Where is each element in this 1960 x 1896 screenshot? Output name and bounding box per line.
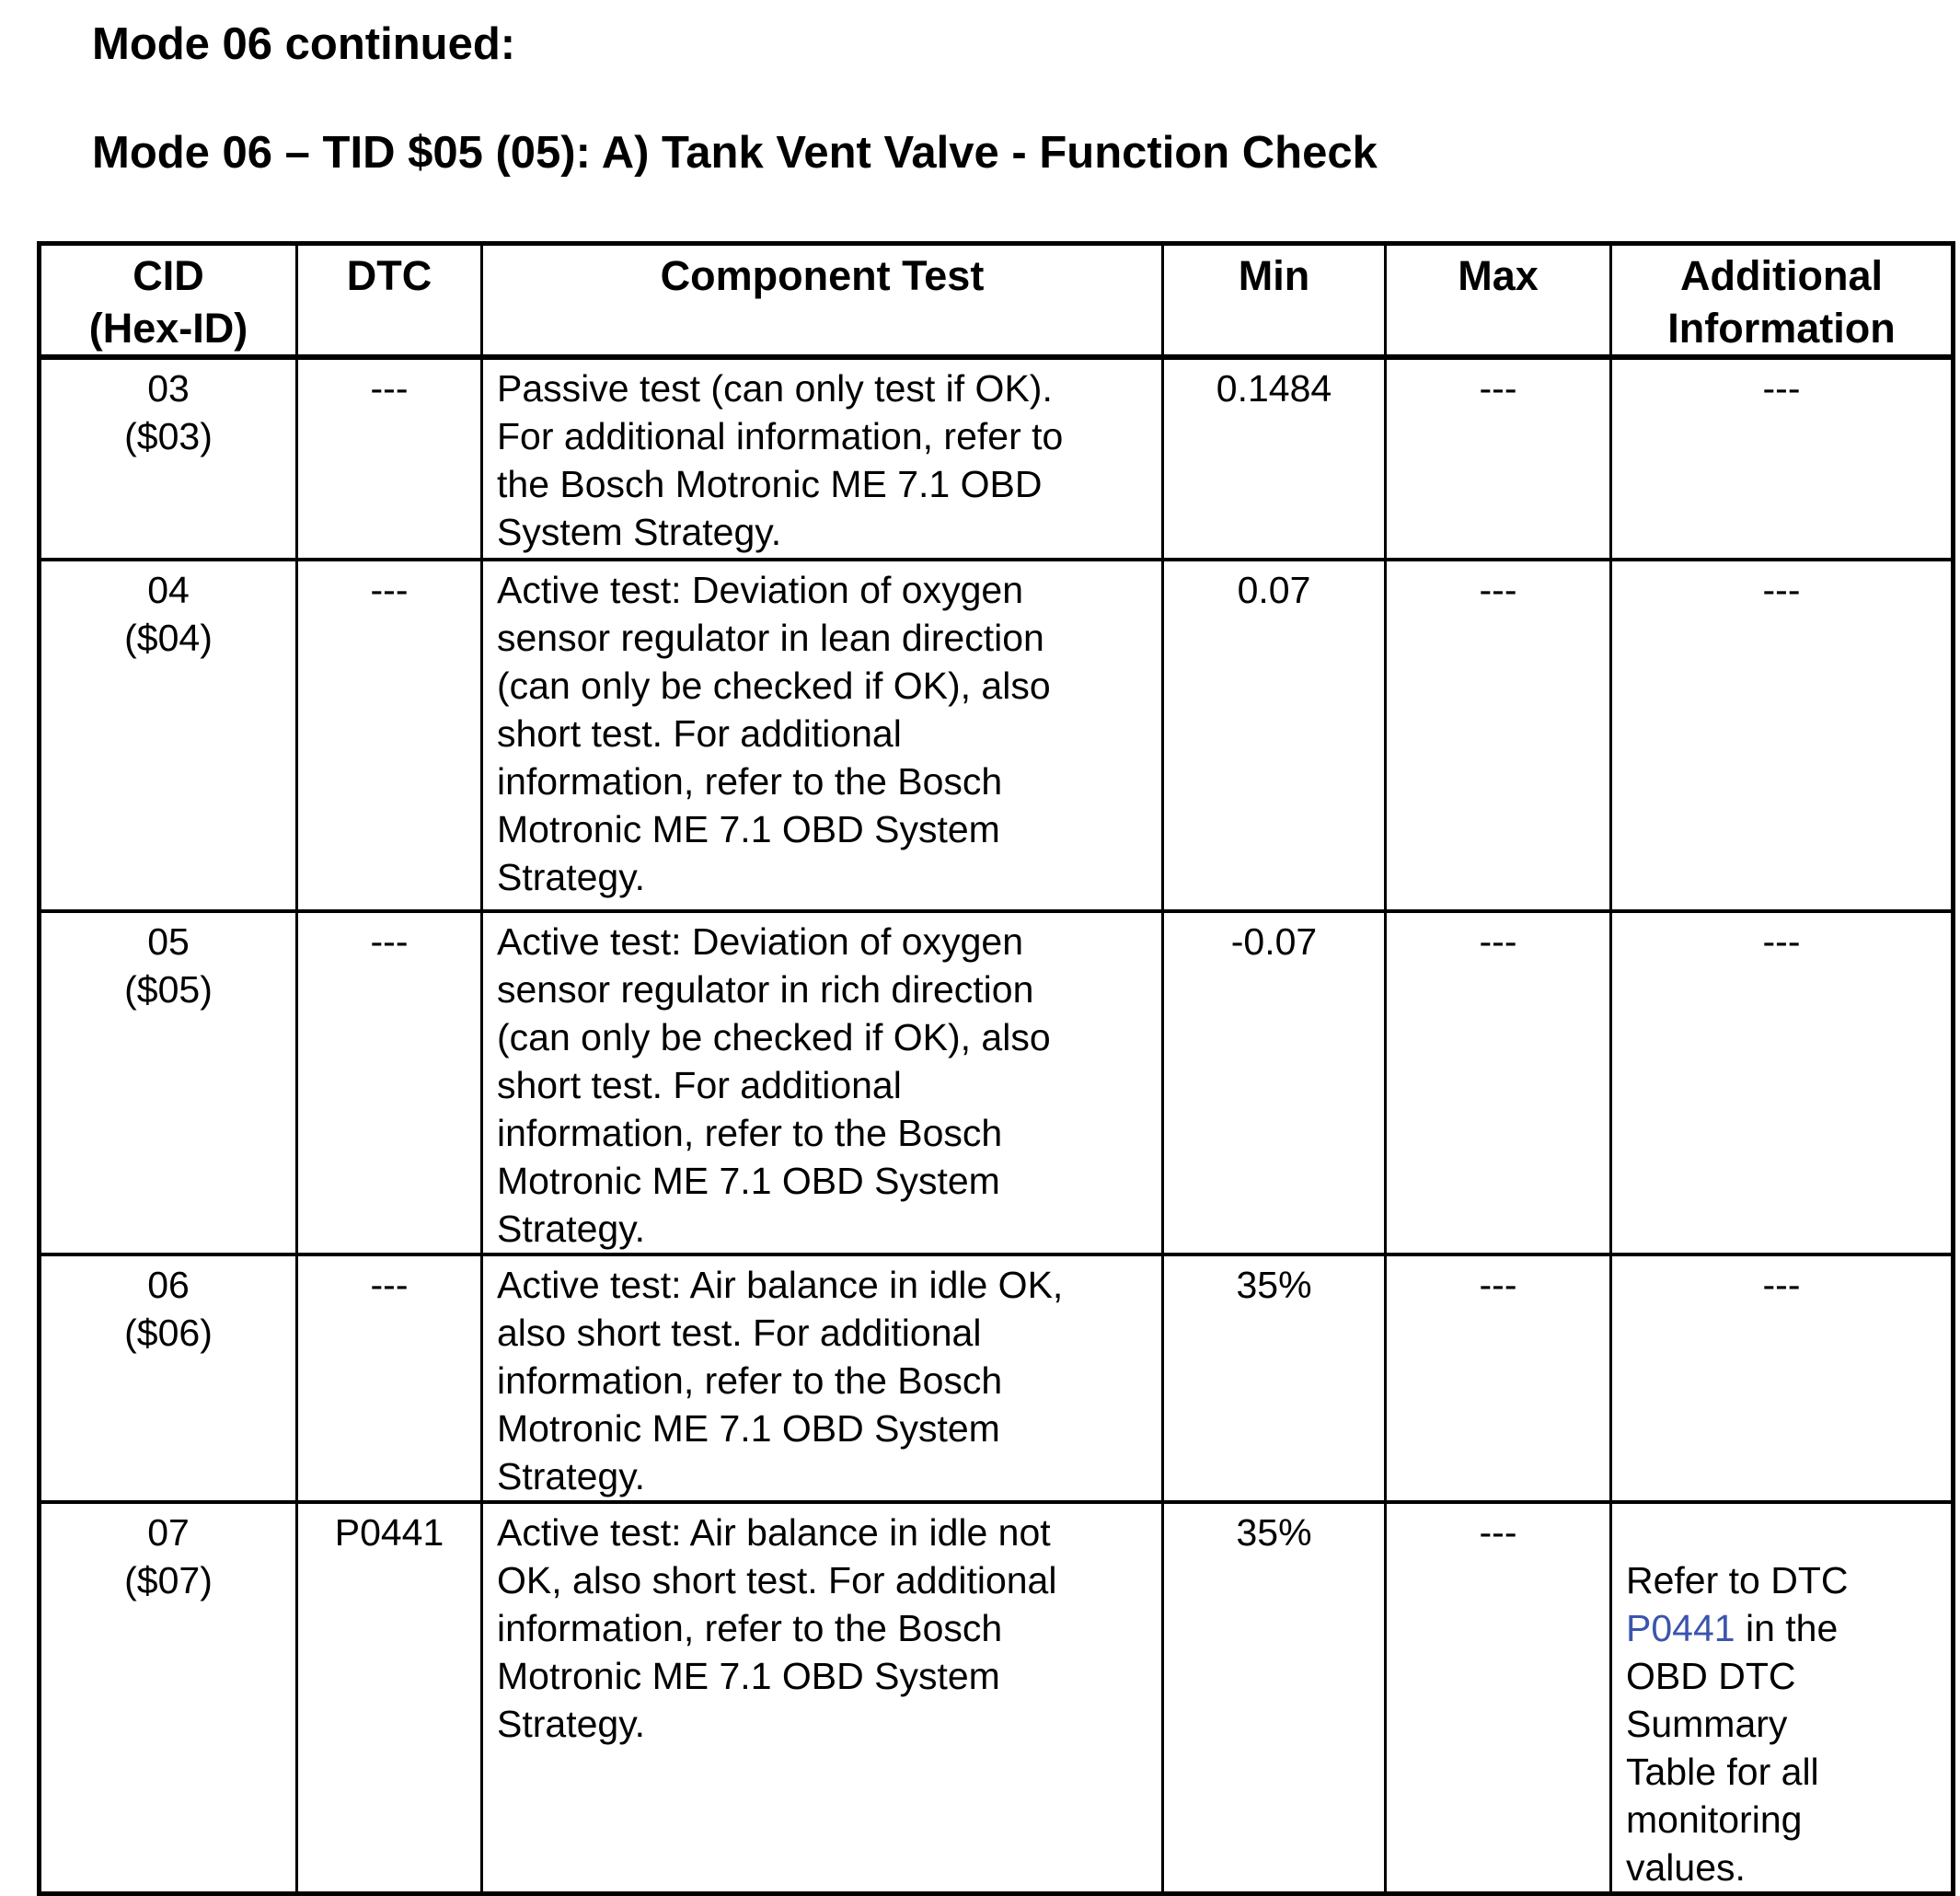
table-row-cid-07: 07 ($07) P0441 Active test: Air balance … xyxy=(38,1500,1954,1895)
mode06-tid05-table: CID (Hex-ID) DTC Component Test Min Max … xyxy=(37,241,1955,1896)
table-header-row: CID (Hex-ID) DTC Component Test Min Max … xyxy=(38,242,1954,360)
table-row-cid-06: 06 ($06) --- Active test: Air balance in… xyxy=(38,1253,1954,1504)
cell-cid: 04 ($04) xyxy=(38,558,298,913)
column-header-min: Min xyxy=(1161,242,1387,360)
table-row-cid-03: 03 ($03) --- Passive test (can only test… xyxy=(38,355,1954,561)
cell-min: 35% xyxy=(1161,1253,1387,1504)
table-row-cid-05: 05 ($05) --- Active test: Deviation of o… xyxy=(38,909,1954,1256)
cell-cid: 07 ($07) xyxy=(38,1500,298,1895)
cell-component-test: Passive test (can only test if OK). For … xyxy=(480,355,1164,561)
dtc-p0441-link[interactable]: P0441 xyxy=(1626,1607,1735,1649)
cell-dtc: P0441 xyxy=(295,1500,483,1895)
cell-dtc: --- xyxy=(295,355,483,561)
cell-cid: 06 ($06) xyxy=(38,1253,298,1504)
table-row-cid-04: 04 ($04) --- Active test: Deviation of o… xyxy=(38,558,1954,913)
column-header-additional-information: Additional Information xyxy=(1609,242,1954,360)
cell-dtc: --- xyxy=(295,1253,483,1504)
additional-info-text: Refer to DTC xyxy=(1626,1559,1849,1601)
column-header-component-test: Component Test xyxy=(480,242,1164,360)
cell-additional-info: --- xyxy=(1609,558,1954,913)
cell-component-test: Active test: Air balance in idle not OK,… xyxy=(480,1500,1164,1895)
cell-dtc: --- xyxy=(295,558,483,913)
cell-max: --- xyxy=(1384,1253,1612,1504)
cell-component-test: Active test: Deviation of oxygen sensor … xyxy=(480,909,1164,1256)
cell-max: --- xyxy=(1384,558,1612,913)
cell-min: -0.07 xyxy=(1161,909,1387,1256)
column-header-cid: CID (Hex-ID) xyxy=(38,242,298,360)
cell-max: --- xyxy=(1384,355,1612,561)
section-title: Mode 06 – TID $05 (05): A) Tank Vent Val… xyxy=(92,128,1378,178)
cell-min: 0.07 xyxy=(1161,558,1387,913)
cell-additional-info: --- xyxy=(1609,1253,1954,1504)
cell-min: 35% xyxy=(1161,1500,1387,1895)
cell-cid: 05 ($05) xyxy=(38,909,298,1256)
cell-additional-info: Refer to DTC P0441 in the OBD DTC Summar… xyxy=(1609,1500,1954,1895)
cell-max: --- xyxy=(1384,1500,1612,1895)
column-header-dtc: DTC xyxy=(295,242,483,360)
cell-cid: 03 ($03) xyxy=(38,355,298,561)
column-header-max: Max xyxy=(1384,242,1612,360)
cell-component-test: Active test: Deviation of oxygen sensor … xyxy=(480,558,1164,913)
cell-max: --- xyxy=(1384,909,1612,1256)
cell-component-test: Active test: Air balance in idle OK, als… xyxy=(480,1253,1164,1504)
page-heading: Mode 06 continued: xyxy=(92,19,516,69)
cell-additional-info: --- xyxy=(1609,909,1954,1256)
cell-dtc: --- xyxy=(295,909,483,1256)
cell-min: 0.1484 xyxy=(1161,355,1387,561)
cell-additional-info: --- xyxy=(1609,355,1954,561)
